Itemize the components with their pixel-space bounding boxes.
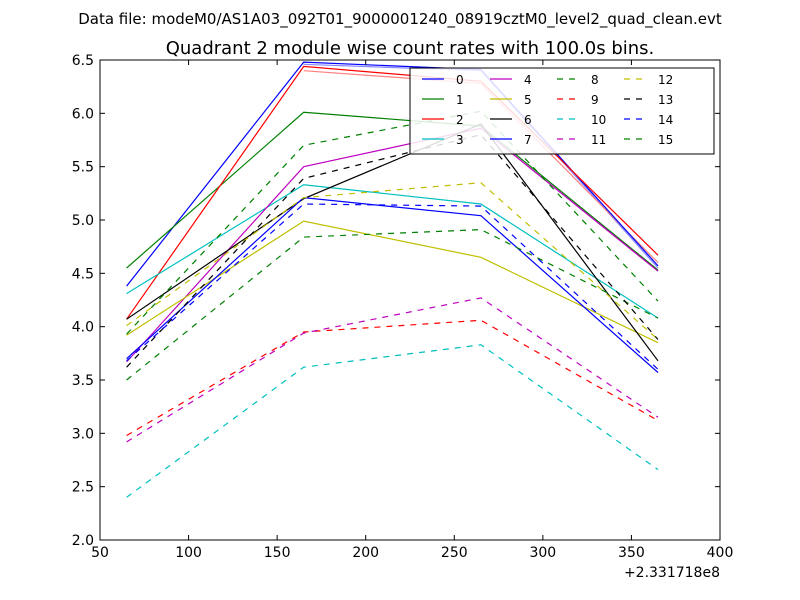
legend-label-0: 0	[456, 73, 464, 87]
series-line-11	[126, 297, 659, 443]
legend-label-4: 4	[524, 73, 532, 87]
series-line-14	[126, 203, 659, 370]
legend-label-2: 2	[456, 113, 464, 127]
legend-label-6: 6	[524, 113, 532, 127]
x-tick-label: 100	[175, 545, 202, 561]
legend-label-5: 5	[524, 93, 532, 107]
x-tick-label: 200	[352, 545, 379, 561]
legend-label-14: 14	[658, 113, 673, 127]
y-tick-label: 4.5	[72, 266, 94, 282]
x-tick-label: 50	[91, 545, 109, 561]
legend-label-1: 1	[456, 93, 464, 107]
y-tick-label: 3.0	[72, 426, 94, 442]
plot-frame	[99, 59, 721, 541]
series-line-10	[126, 344, 659, 498]
y-tick-label: 5.5	[72, 160, 94, 176]
legend-label-13: 13	[658, 93, 673, 107]
series-line-1	[126, 111, 659, 271]
x-offset-label: +2.331718e8	[624, 565, 720, 581]
legend-label-9: 9	[591, 93, 599, 107]
axis-ticks: 50 100 150 200 250 300 350 4002.02.53.03.54.04.…	[72, 53, 734, 561]
legend-label-8: 8	[591, 73, 599, 87]
y-tick-label: 2.5	[72, 480, 94, 496]
legend-label-12: 12	[658, 73, 673, 87]
y-tick-label: 6.0	[72, 106, 94, 122]
y-tick-label: 4.0	[72, 320, 94, 336]
x-tick-label: 350	[618, 545, 645, 561]
y-tick-label: 3.5	[72, 373, 94, 389]
series-layer	[126, 61, 659, 498]
series-line-5	[126, 220, 659, 344]
y-tick-label: 6.5	[72, 53, 94, 69]
chart-title: Quadrant 2 module wise count rates with …	[166, 38, 655, 59]
x-tick-label: 400	[707, 545, 734, 561]
series-line-3	[126, 184, 659, 319]
legend-label-7: 7	[524, 133, 532, 147]
series-line-6	[126, 123, 659, 362]
series-line-15	[126, 110, 659, 335]
x-tick-label: 300	[529, 545, 556, 561]
series-line-13	[126, 134, 659, 368]
legend-label-15: 15	[658, 133, 673, 147]
y-tick-label: 2.0	[72, 533, 94, 549]
chart-suptitle: Data file: modeM0/AS1A03_092T01_90000012…	[78, 10, 722, 29]
series-line-4	[126, 127, 659, 363]
series-line-12	[126, 182, 659, 340]
legend-label-11: 11	[591, 133, 606, 147]
x-tick-label: 250	[441, 545, 468, 561]
series-line-7	[126, 196, 659, 373]
series-line-8	[126, 228, 659, 381]
series-line-9	[126, 319, 659, 437]
legend-frame	[409, 67, 715, 155]
legend-label-10: 10	[591, 113, 606, 127]
x-tick-label: 150	[264, 545, 291, 561]
legend-label-3: 3	[456, 133, 464, 147]
series-line-2	[126, 65, 659, 320]
y-tick-label: 5.0	[72, 213, 94, 229]
